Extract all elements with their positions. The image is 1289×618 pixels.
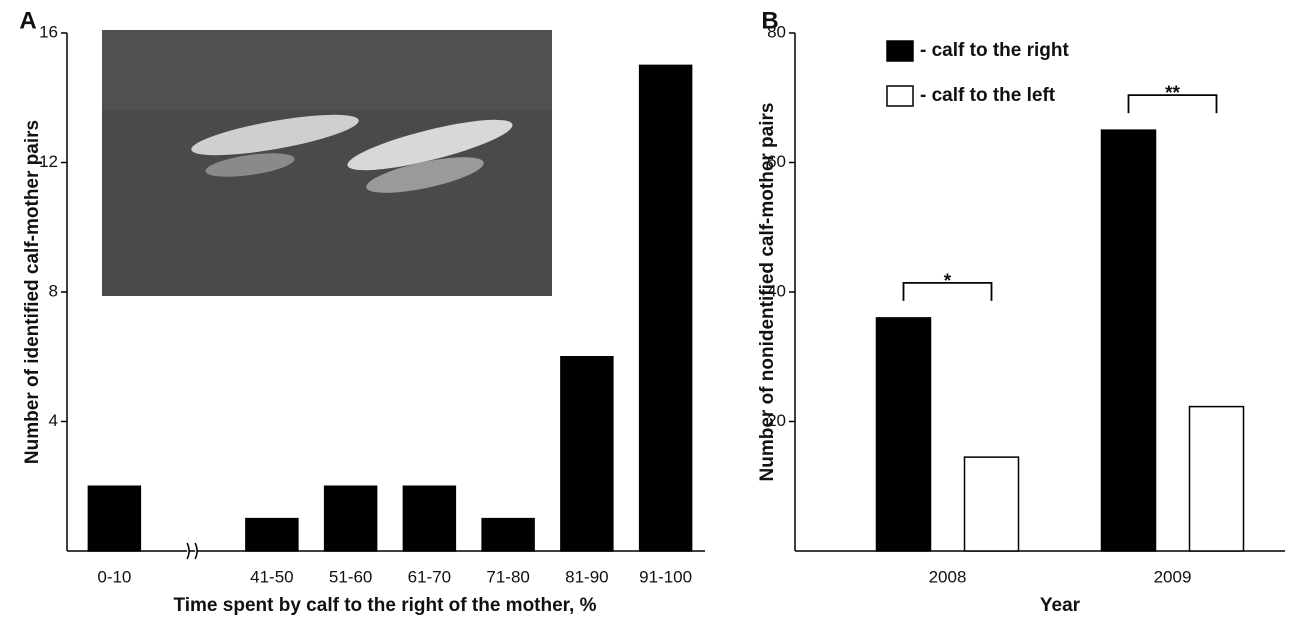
- axis-break: [186, 542, 198, 560]
- bar: [875, 317, 932, 552]
- x-tick-label: 71-80: [486, 567, 529, 586]
- x-axis-title: Year: [1040, 595, 1081, 616]
- bar: [1188, 405, 1245, 552]
- x-tick-label: 91-100: [639, 567, 692, 586]
- photo-inset: [102, 30, 552, 296]
- legend-label: - calf to the left: [920, 85, 1056, 106]
- y-axis-title: Number of nonidentified calf-mother pair…: [757, 103, 778, 482]
- panel-label: B: [761, 7, 778, 34]
- bar: [560, 356, 614, 552]
- x-tick-label: 2008: [929, 567, 967, 586]
- x-tick-label: 0-10: [97, 567, 131, 586]
- x-tick-label: 51-60: [329, 567, 372, 586]
- significance-label: *: [944, 271, 952, 292]
- bar: [245, 517, 299, 552]
- y-tick-label: 16: [39, 22, 58, 41]
- significance-bracket: [1127, 94, 1218, 114]
- bar: [638, 64, 693, 552]
- x-tick-label: 2009: [1154, 567, 1192, 586]
- x-tick-label: 61-70: [408, 567, 451, 586]
- x-tick-label: 81-90: [565, 567, 608, 586]
- y-tick-label: 12: [39, 152, 58, 171]
- legend-label: - calf to the right: [920, 40, 1070, 61]
- y-tick-label: 20: [767, 411, 786, 430]
- bar: [481, 517, 535, 552]
- y-tick-label: 8: [49, 281, 58, 300]
- y-axis-title: Number of identified calf-mother pairs: [22, 120, 43, 464]
- bar: [963, 456, 1020, 552]
- significance-label: **: [1165, 83, 1180, 104]
- y-tick-label: 4: [49, 411, 58, 430]
- significance-bracket: [902, 282, 993, 301]
- bar: [402, 485, 457, 552]
- legend-swatch: [886, 40, 914, 62]
- bar: [1100, 129, 1157, 552]
- y-tick-label: 60: [767, 152, 786, 171]
- panel-label: A: [19, 7, 36, 34]
- x-tick-label: 41-50: [250, 567, 293, 586]
- y-tick-label: 40: [767, 281, 786, 300]
- x-axis-title: Time spent by calf to the right of the m…: [174, 595, 597, 616]
- legend-swatch: [886, 85, 914, 107]
- bar: [87, 485, 142, 552]
- y-tick-label: 80: [767, 22, 786, 41]
- bar: [323, 485, 378, 552]
